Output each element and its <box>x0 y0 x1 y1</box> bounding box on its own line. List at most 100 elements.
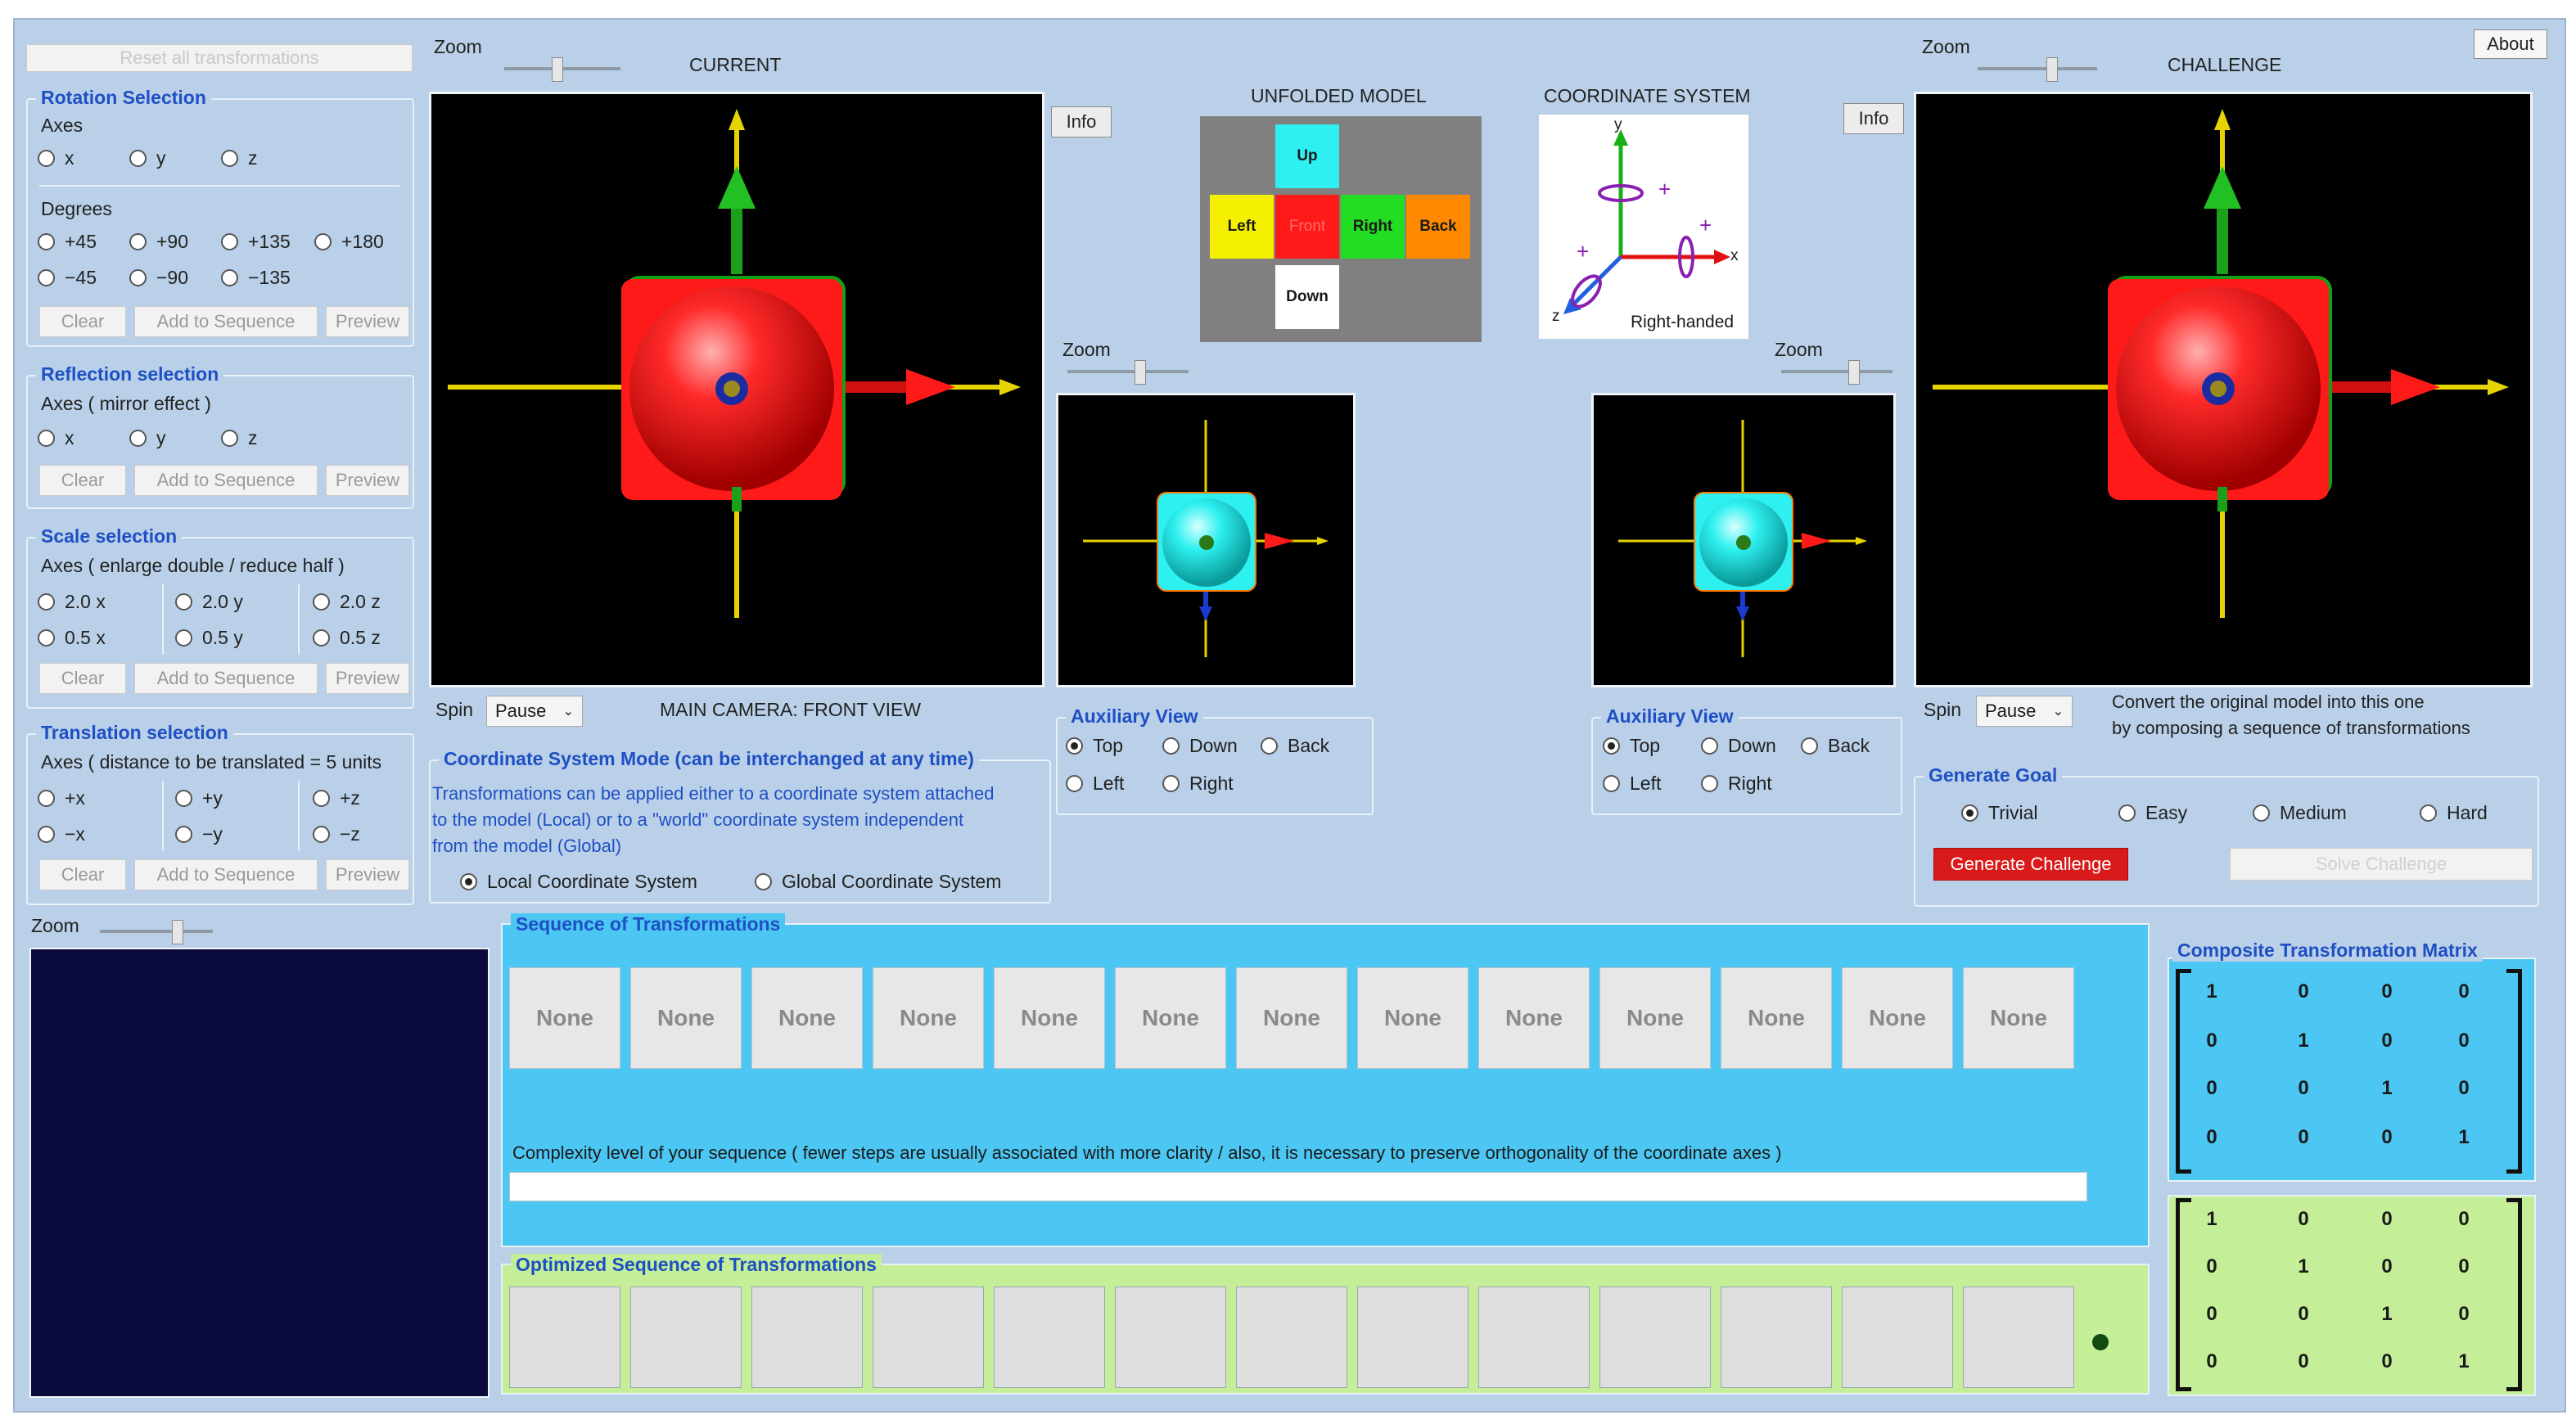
translation-minus-x[interactable]: −x <box>38 823 85 845</box>
sequence-cell[interactable]: None <box>1721 967 1832 1069</box>
scale-2z[interactable]: 2.0 z <box>313 591 381 613</box>
global-coordinate-radio[interactable]: Global Coordinate System <box>755 871 1001 893</box>
goal-hard[interactable]: Hard <box>2420 802 2488 824</box>
scale-add-button[interactable]: Add to Sequence <box>134 663 318 694</box>
reflection-axis-x[interactable]: x <box>38 427 74 449</box>
rotation-deg-minus90[interactable]: −90 <box>129 267 188 289</box>
rotation-add-button[interactable]: Add to Sequence <box>134 306 318 337</box>
reflection-axis-z[interactable]: z <box>221 427 258 449</box>
translation-add-button[interactable]: Add to Sequence <box>134 859 318 890</box>
aux-right-left[interactable]: Left <box>1603 773 1661 795</box>
sequence-cell[interactable]: None <box>1115 967 1226 1069</box>
goal-medium[interactable]: Medium <box>2253 802 2347 824</box>
aux-right-top[interactable]: Top <box>1603 735 1660 757</box>
scale-half-z[interactable]: 0.5 z <box>313 627 381 649</box>
sequence-cell[interactable]: None <box>751 967 863 1069</box>
divider <box>298 584 300 655</box>
rotation-deg-plus135[interactable]: +135 <box>221 231 291 253</box>
sequence-cell[interactable]: None <box>1478 967 1590 1069</box>
rotation-preview-button[interactable]: Preview <box>326 306 409 337</box>
challenge-spin-dropdown[interactable]: Pause ⌄ <box>1976 696 2073 727</box>
radio-icon <box>1701 775 1718 792</box>
scale-2x[interactable]: 2.0 x <box>38 591 106 613</box>
sequence-cell[interactable]: None <box>1963 967 2074 1069</box>
radio-selected-icon <box>1066 737 1083 755</box>
radio-icon <box>38 269 55 286</box>
aux-right-down[interactable]: Down <box>1701 735 1776 757</box>
aux-right-right[interactable]: Right <box>1701 773 1772 795</box>
challenge-title: CHALLENGE <box>2168 54 2282 75</box>
aux-right-back[interactable]: Back <box>1801 735 1870 757</box>
sequence-cell[interactable]: None <box>509 967 620 1069</box>
goal-trivial[interactable]: Trivial <box>1961 802 2037 824</box>
reflection-add-button[interactable]: Add to Sequence <box>134 465 318 496</box>
current-info-button[interactable]: Info <box>1051 106 1112 137</box>
translation-plus-x[interactable]: +x <box>38 787 85 809</box>
optimized-cell <box>1842 1287 1953 1388</box>
sequence-cell[interactable]: None <box>873 967 984 1069</box>
aux-left-top[interactable]: Top <box>1066 735 1123 757</box>
rotation-deg-minus135[interactable]: −135 <box>221 267 291 289</box>
sequence-cell[interactable]: None <box>994 967 1105 1069</box>
scale-half-x[interactable]: 0.5 x <box>38 627 106 649</box>
translation-minus-y[interactable]: −y <box>175 823 223 845</box>
translation-plus-z[interactable]: +z <box>313 787 360 809</box>
aux-left-left[interactable]: Left <box>1066 773 1124 795</box>
scale-2y[interactable]: 2.0 y <box>175 591 243 613</box>
translation-minus-z[interactable]: −z <box>313 823 360 845</box>
current-spin-dropdown[interactable]: Pause ⌄ <box>486 696 583 727</box>
scale-preview-button[interactable]: Preview <box>326 663 409 694</box>
goal-easy[interactable]: Easy <box>2118 802 2187 824</box>
aux-left-back[interactable]: Back <box>1261 735 1329 757</box>
aux-left-down[interactable]: Down <box>1162 735 1238 757</box>
translation-preview-button[interactable]: Preview <box>326 859 409 890</box>
reflection-title: Reflection selection <box>36 363 224 385</box>
rotation-deg-minus45[interactable]: −45 <box>38 267 97 289</box>
local-coordinate-radio[interactable]: Local Coordinate System <box>460 871 697 893</box>
scale-half-y[interactable]: 0.5 y <box>175 627 243 649</box>
sequence-cell[interactable]: None <box>630 967 742 1069</box>
generate-goal-group: Generate Goal <box>1914 764 2539 907</box>
rotation-deg-plus180[interactable]: +180 <box>314 231 384 253</box>
current-zoom-slider[interactable] <box>504 57 620 82</box>
rotation-deg-plus45[interactable]: +45 <box>38 231 97 253</box>
aux-right-3d-view[interactable] <box>1591 393 1896 687</box>
aux-left-3d-view[interactable] <box>1056 393 1356 687</box>
challenge-zoom-slider[interactable] <box>1978 57 2097 82</box>
aux-left-right[interactable]: Right <box>1162 773 1234 795</box>
slider-thumb[interactable] <box>1135 360 1146 385</box>
bottom-3d-view[interactable] <box>29 948 489 1398</box>
challenge-info-button[interactable]: Info <box>1843 103 1904 134</box>
reflection-preview-button[interactable]: Preview <box>326 465 409 496</box>
rotation-deg-plus90[interactable]: +90 <box>129 231 188 253</box>
solve-challenge-button[interactable]: Solve Challenge <box>2230 848 2533 881</box>
sequence-cell[interactable]: None <box>1842 967 1953 1069</box>
slider-thumb[interactable] <box>172 920 183 944</box>
aux-left-zoom-slider[interactable] <box>1067 360 1189 385</box>
rotation-axis-x[interactable]: x <box>38 147 74 169</box>
radio-icon <box>175 826 192 843</box>
sequence-cell[interactable]: None <box>1599 967 1711 1069</box>
slider-thumb[interactable] <box>552 57 563 82</box>
coordinate-system-diagram: + + + y x z Right-handed <box>1539 115 1748 339</box>
aux-right-zoom-slider[interactable] <box>1781 360 1893 385</box>
rotation-clear-button[interactable]: Clear <box>39 306 126 337</box>
reflection-clear-button[interactable]: Clear <box>39 465 126 496</box>
generate-challenge-button[interactable]: Generate Challenge <box>1933 848 2128 881</box>
scale-axes-label: Axes ( enlarge double / reduce half ) <box>41 555 345 576</box>
rotation-axis-y[interactable]: y <box>129 147 166 169</box>
challenge-3d-view[interactable] <box>1914 92 2533 687</box>
reset-all-button[interactable]: Reset all transformations <box>26 44 413 72</box>
current-3d-view[interactable] <box>429 92 1044 687</box>
translation-clear-button[interactable]: Clear <box>39 859 126 890</box>
scale-clear-button[interactable]: Clear <box>39 663 126 694</box>
rotation-axis-z[interactable]: z <box>221 147 258 169</box>
slider-thumb[interactable] <box>1848 360 1860 385</box>
sequence-cell[interactable]: None <box>1236 967 1347 1069</box>
bottom-zoom-slider[interactable] <box>100 920 213 944</box>
sequence-cell[interactable]: None <box>1357 967 1468 1069</box>
translation-plus-y[interactable]: +y <box>175 787 223 809</box>
reflection-axis-y[interactable]: y <box>129 427 166 449</box>
slider-thumb[interactable] <box>2046 57 2058 82</box>
about-button[interactable]: About <box>2474 29 2547 59</box>
